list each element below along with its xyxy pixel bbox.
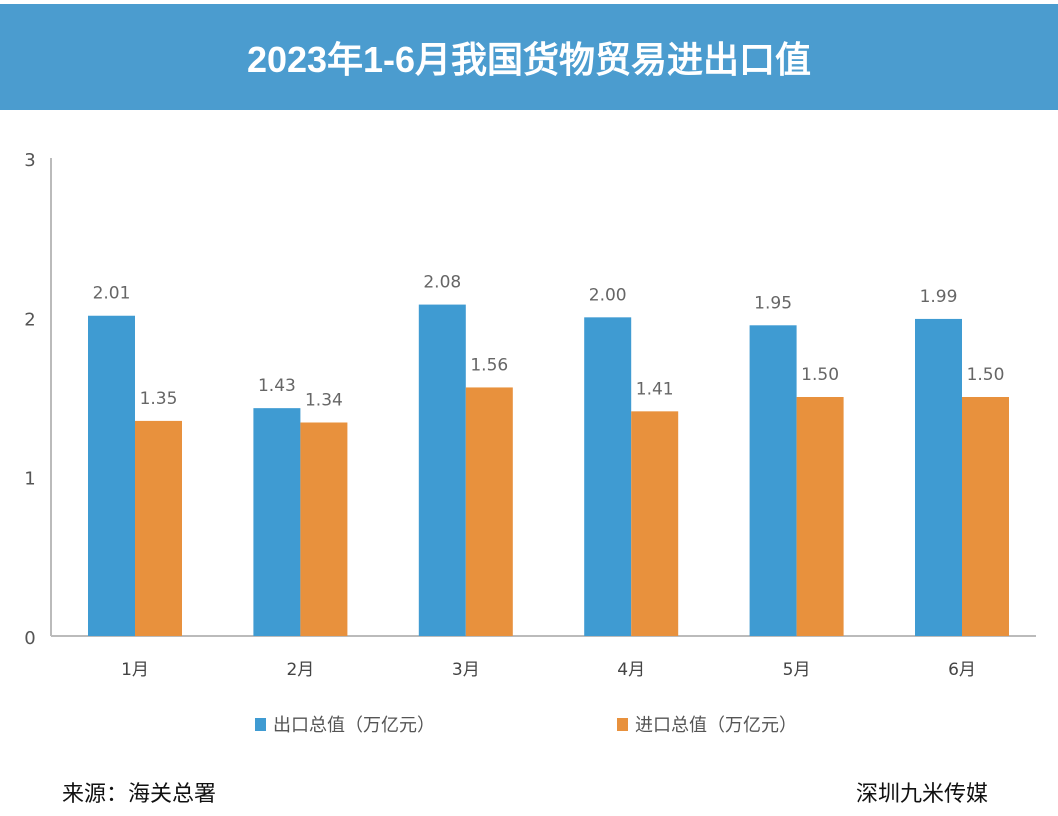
bar-export [915,318,962,636]
y-tick-label: 2 [24,309,35,330]
bar-import [796,397,844,636]
x-tick-label: 5月 [783,660,811,680]
data-label: 1.95 [754,293,792,313]
data-label: 1.50 [967,365,1005,385]
bar-export [584,317,632,636]
bar-export [749,325,797,636]
title-banner: 2023年1-6月我国货物贸易进出口值 [0,4,1058,110]
bar-import [135,420,182,636]
data-label: 2.00 [589,285,627,305]
legend-label: 出口总值（万亿元） [273,715,435,736]
y-tick-label: 0 [24,628,35,649]
data-label: 1.99 [920,287,958,307]
bar-import [300,422,348,636]
bar-import [631,411,679,636]
chart-title: 2023年1-6月我国货物贸易进出口值 [246,39,812,80]
data-label: 1.35 [140,389,178,409]
data-label: 2.08 [423,273,461,293]
bar-import [962,397,1009,636]
legend-swatch [255,718,266,731]
bar-export [418,304,466,636]
data-label: 1.50 [801,365,839,385]
x-tick-label: 1月 [121,660,149,680]
credit-note: 深圳九米传媒 [856,782,989,807]
legend-label: 进口总值（万亿元） [635,715,797,736]
x-tick-label: 6月 [948,660,976,680]
data-label: 1.41 [636,379,674,399]
y-tick-label: 3 [24,150,35,171]
bar-export [253,408,301,636]
source-note: 来源：海关总署 [62,782,217,807]
data-label: 1.56 [470,355,508,375]
x-tick-label: 4月 [617,660,645,680]
legend-swatch [617,718,628,731]
bar-export [88,315,135,636]
bar-import [465,387,513,636]
x-tick-label: 3月 [452,660,480,680]
y-tick-label: 1 [24,469,35,490]
data-label: 2.01 [93,284,131,304]
x-tick-label: 2月 [286,660,314,680]
data-label: 1.43 [258,376,296,396]
data-label: 1.34 [305,390,343,410]
